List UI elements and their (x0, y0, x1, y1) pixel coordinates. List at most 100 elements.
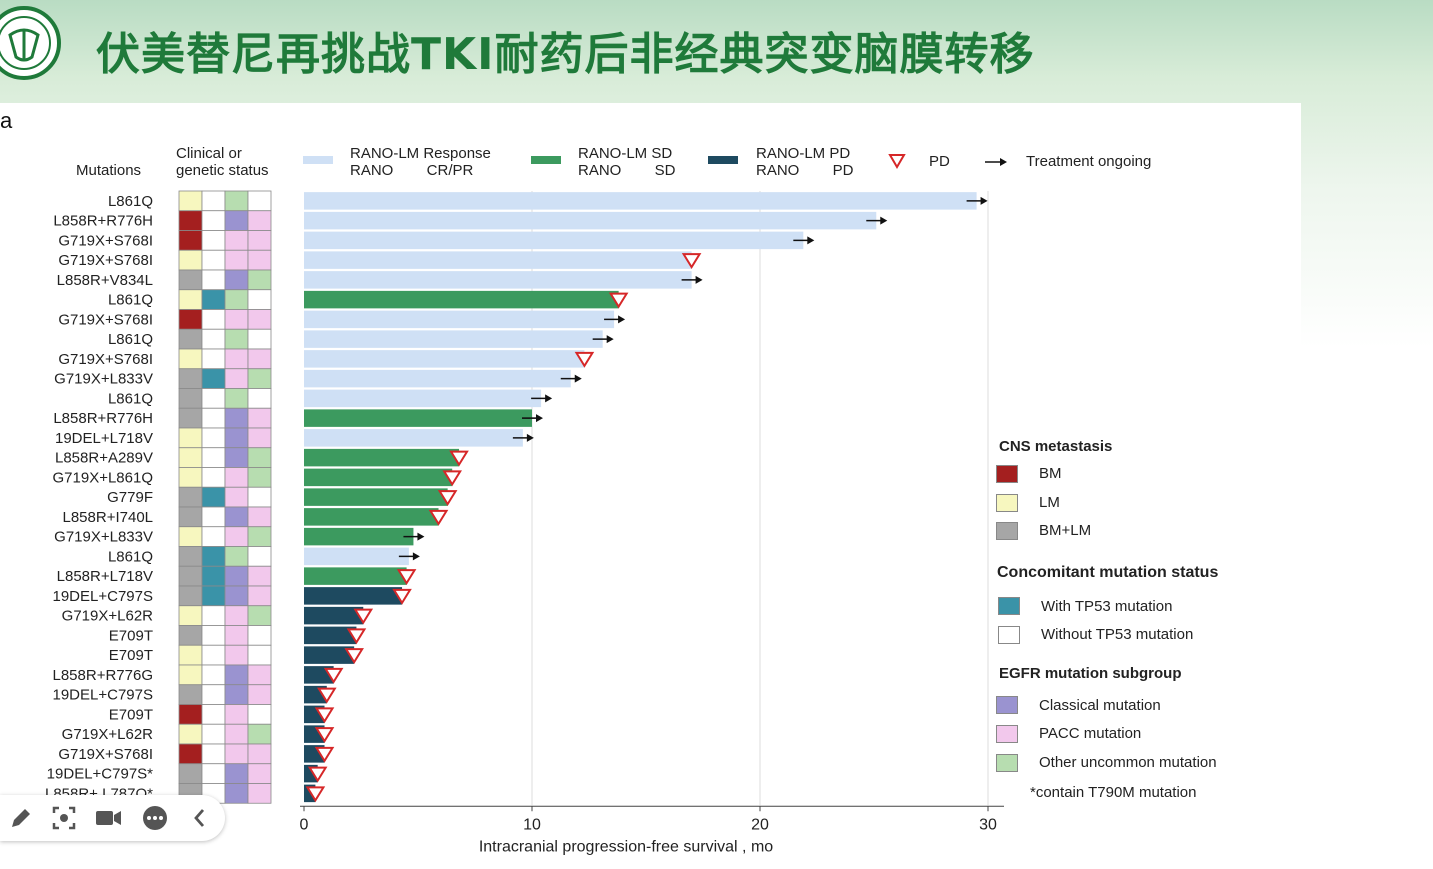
mutation-label: G719X+S768I (58, 746, 153, 763)
status-cell (178, 704, 203, 725)
status-cell (178, 388, 203, 409)
legend-sd-line1: RANO-LM SD (578, 145, 673, 162)
egfr-cell (224, 388, 249, 409)
egfr-cell (224, 447, 249, 468)
swatch-pacc (996, 725, 1018, 743)
status-cell (178, 546, 203, 567)
egfr2-cell (247, 585, 272, 607)
mutation-label: 19DEL+C797S (53, 687, 154, 704)
more-icon[interactable] (140, 803, 170, 833)
legend-ongoing: Treatment ongoing (1026, 153, 1152, 170)
egfr-cell (224, 644, 249, 666)
pfs-bar (304, 389, 542, 408)
egfr2-cell (247, 269, 272, 291)
status-cell (178, 368, 203, 389)
tp53-cell (201, 230, 226, 251)
legend-swatch-pd (708, 156, 738, 164)
egfr2-cell (247, 526, 272, 547)
ongoing-arrow (512, 433, 534, 442)
status-cell (178, 427, 203, 449)
status-cell (178, 565, 203, 587)
pfs-bar (304, 567, 407, 585)
x-tick-label: 0 (300, 816, 309, 833)
camera-icon[interactable] (93, 803, 123, 833)
legend-lm: LM (1039, 494, 1060, 511)
pfs-bar (304, 271, 692, 289)
mutation-label: G719X+L833V (54, 371, 153, 388)
x-tick-label: 30 (979, 816, 997, 833)
egfr-cell (224, 269, 249, 291)
egfr-cell (224, 605, 249, 626)
pd-marker (392, 588, 412, 605)
egfr-cell (224, 309, 249, 330)
swatch-lm (996, 494, 1018, 512)
egfr2-cell (247, 546, 272, 567)
status-cell (178, 684, 203, 705)
tp53-cell (201, 664, 226, 686)
status-cell (178, 625, 203, 646)
mutation-label: 19DEL+C797S* (47, 766, 153, 783)
egfr-cell (224, 565, 249, 587)
pfs-bar (304, 784, 316, 803)
ongoing-arrow (793, 236, 815, 245)
egfr-cell (224, 348, 249, 370)
egfr2-cell (247, 763, 272, 784)
pd-marker (428, 509, 449, 526)
mutation-label: 19DEL+C797S (53, 588, 154, 605)
pd-marker (314, 727, 335, 744)
status-cell (178, 526, 203, 547)
tp53-cell (201, 348, 226, 370)
egfr-cell (224, 526, 249, 547)
egfr2-cell (247, 427, 272, 449)
egfr2-cell (247, 467, 272, 488)
egfr-cell (224, 486, 249, 508)
egfr2-cell (247, 506, 272, 528)
tp53-cell (201, 565, 226, 587)
pfs-bar (304, 508, 439, 526)
egfr-cell (224, 704, 249, 725)
pd-marker (574, 351, 595, 368)
egfr2-cell (247, 348, 272, 370)
pfs-bar (304, 448, 460, 467)
mutation-label: G719X+L861Q (53, 469, 154, 486)
mutation-label: L858R+L718V (57, 568, 153, 585)
mutation-label: G719X+S768I (58, 252, 153, 269)
tp53-cell (201, 210, 226, 231)
egfr2-cell (247, 190, 272, 212)
ongoing-arrow (560, 374, 582, 383)
pfs-bar (304, 468, 453, 487)
x-tick-label: 10 (523, 816, 541, 833)
pencil-icon[interactable] (6, 803, 36, 833)
legend-sd-line2: RANO SD (578, 162, 676, 179)
pd-marker (323, 667, 344, 684)
egfr2-cell (247, 368, 272, 389)
status-cell (178, 743, 203, 765)
status-cell (178, 585, 203, 607)
status-cell (178, 249, 203, 271)
egfr2-cell (247, 407, 272, 429)
legend-swatch-response (303, 156, 333, 164)
status-cell (178, 328, 203, 350)
status-cell (178, 210, 203, 231)
tp53-cell (201, 328, 226, 350)
pd-marker (314, 707, 335, 724)
collapse-icon[interactable] (185, 803, 215, 833)
pfs-bar (304, 409, 532, 427)
status-cell (178, 664, 203, 686)
pfs-bar (304, 429, 523, 447)
mutation-label: 19DEL+L718V (55, 430, 153, 447)
egfr2-cell (247, 644, 272, 666)
pfs-bar (304, 587, 403, 605)
egfr2-cell (247, 783, 272, 804)
x-axis-label: Intracranial progression-free survival ,… (479, 838, 773, 855)
legend-tp53: With TP53 mutation (1041, 598, 1173, 615)
status-cell (178, 605, 203, 626)
pd-marker (317, 687, 337, 704)
screenshot-icon[interactable] (49, 803, 79, 833)
status-cell (178, 447, 203, 468)
swatch-bmlm (996, 522, 1018, 540)
mutation-label: L858R+R776H (53, 213, 153, 230)
legend-pd-marker: PD (929, 153, 950, 170)
legend-other: Other uncommon mutation (1039, 754, 1217, 771)
status-cell (178, 407, 203, 429)
